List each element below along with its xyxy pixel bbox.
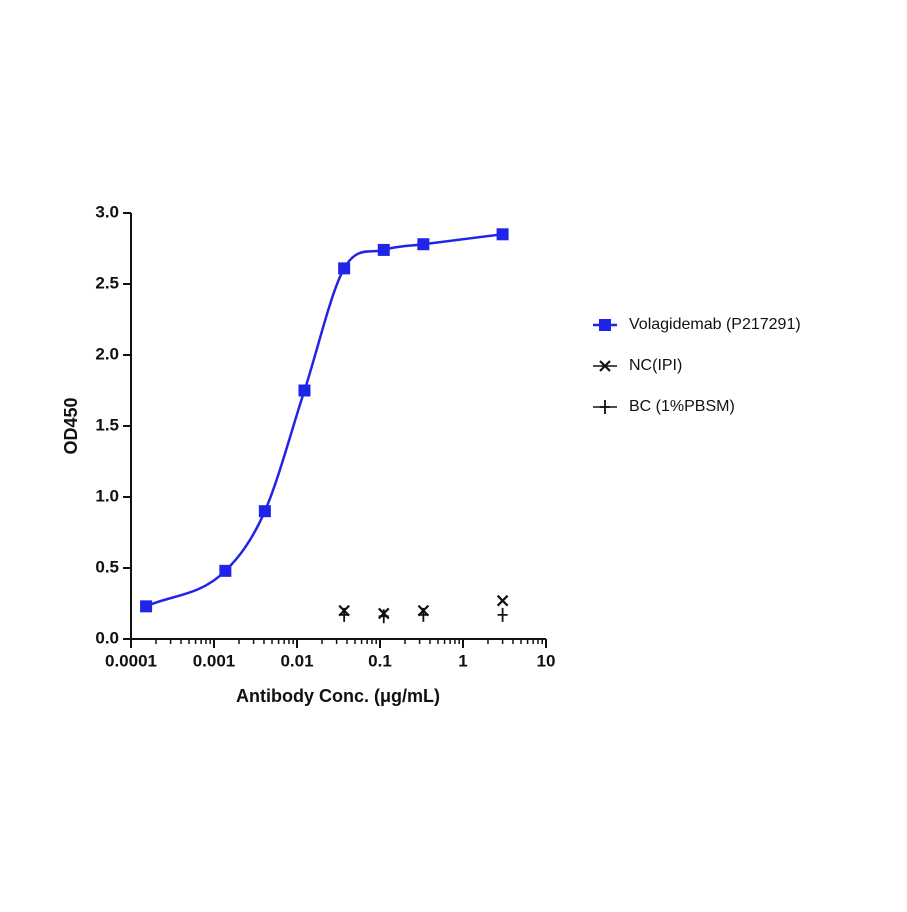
x-tick-label: 0.01 [280,651,313,670]
y-tick-label: 1.5 [95,415,119,434]
legend-label: BC (1%PBSM) [629,398,735,415]
data-point [496,228,509,241]
legend-label: Volagidemab (P217291) [629,316,801,333]
data-point [140,600,153,613]
x-tick-label: 10 [537,651,556,670]
data-point [418,607,429,622]
data-point [496,594,509,607]
y-tick-label: 1.0 [95,486,119,505]
x-tick-label: 1 [458,651,467,670]
y-tick-label: 2.5 [95,273,119,292]
fit-line [145,233,503,608]
legend-marker [600,400,610,414]
data-point [258,505,271,518]
y-axis-label: OD450 [61,397,81,454]
legend-label: NC(IPI) [629,357,682,374]
legend-marker [599,319,611,331]
data-point [377,243,390,256]
data-point [338,262,351,275]
y-tick-label: 3.0 [95,202,119,221]
data-point [417,238,430,251]
y-tick-label: 0.0 [95,628,119,647]
x-tick-label: 0.001 [193,651,236,670]
y-tick-label: 2.0 [95,344,119,363]
y-tick-label: 0.5 [95,557,119,576]
x-axis-label: Antibody Conc. (μg/mL) [236,686,440,706]
data-point [298,384,311,397]
x-tick-label: 0.1 [368,651,392,670]
legend-marker [599,360,611,372]
data-point [339,607,350,622]
data-point [497,607,508,622]
data-point [378,609,389,624]
x-tick-label: 0.0001 [105,651,157,670]
data-point [219,564,232,577]
